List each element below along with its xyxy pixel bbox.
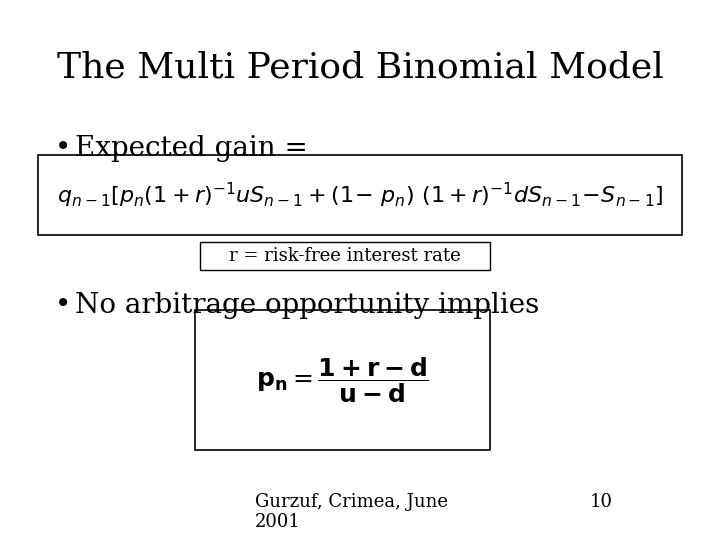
Text: •: • xyxy=(55,135,71,162)
Text: $\mathbf{p_n} = \dfrac{\mathbf{1+r-d}}{\mathbf{u-d}}$: $\mathbf{p_n} = \dfrac{\mathbf{1+r-d}}{\… xyxy=(256,355,428,405)
Text: The Multi Period Binomial Model: The Multi Period Binomial Model xyxy=(57,50,663,84)
Text: No arbitrage opportunity implies: No arbitrage opportunity implies xyxy=(75,292,539,319)
Text: 2001: 2001 xyxy=(255,513,301,531)
Text: $q_{n-1}[p_n(1+r)^{-1}uS_{n-1}+(1\!-\!\ p_n)\ (1+r)^{-1}dS_{n-1}\!-\!S_{n-1}]$: $q_{n-1}[p_n(1+r)^{-1}uS_{n-1}+(1\!-\!\ … xyxy=(57,180,663,210)
FancyBboxPatch shape xyxy=(200,242,490,270)
Text: •: • xyxy=(55,292,71,319)
Text: r = risk-free interest rate: r = risk-free interest rate xyxy=(229,247,461,265)
FancyBboxPatch shape xyxy=(195,310,490,450)
Text: Expected gain =: Expected gain = xyxy=(75,135,308,162)
FancyBboxPatch shape xyxy=(38,155,682,235)
Text: Gurzuf, Crimea, June: Gurzuf, Crimea, June xyxy=(255,493,448,511)
Text: 10: 10 xyxy=(590,493,613,511)
